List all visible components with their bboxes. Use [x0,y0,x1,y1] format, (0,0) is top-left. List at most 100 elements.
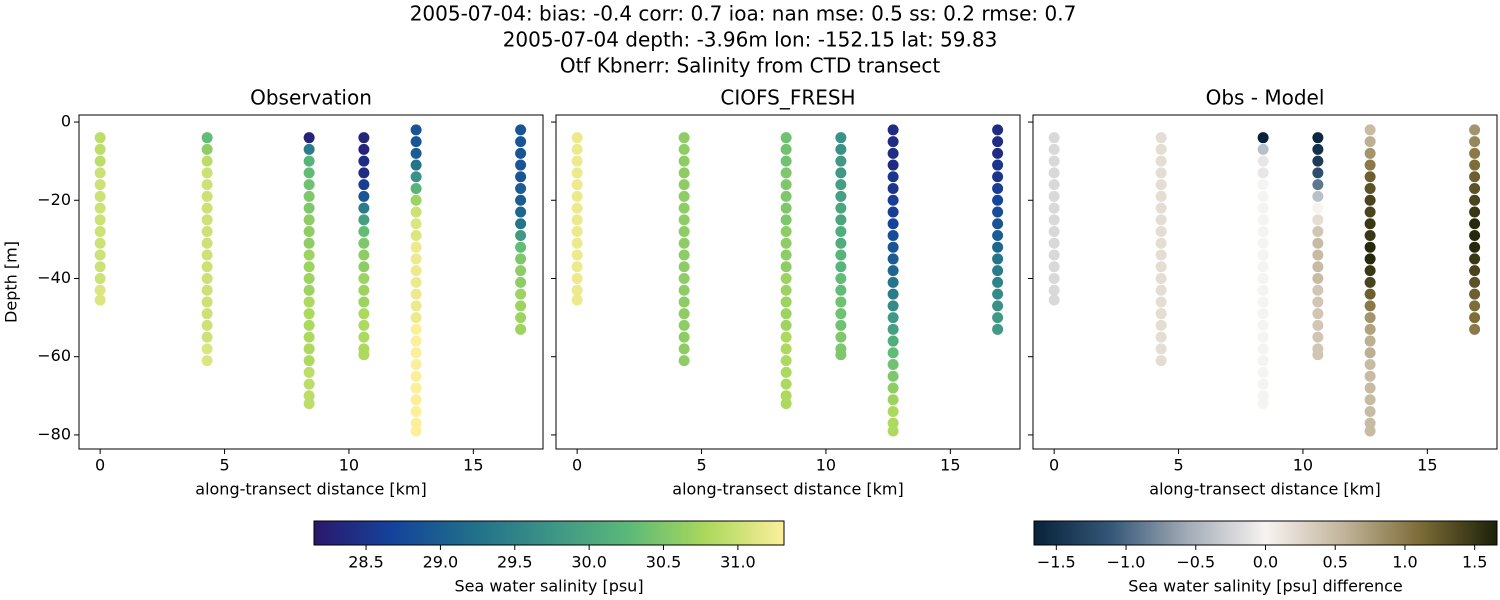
points [94,124,527,437]
x-axis-label: along-transect distance [km] [1149,480,1380,499]
y-tick-label: −60 [37,346,71,365]
point [303,167,315,179]
point [94,237,106,249]
point [1364,288,1376,300]
point [571,261,583,273]
point [887,253,899,265]
point [303,179,315,191]
point [780,331,792,343]
point [410,136,422,148]
point [780,190,792,202]
point [1469,147,1481,159]
point [515,276,527,288]
point [1155,143,1167,155]
point [835,296,847,308]
point [780,308,792,320]
point [410,425,422,437]
point [887,276,899,288]
point [1048,272,1060,284]
panel-title: Obs - Model [1206,86,1325,110]
point [571,272,583,284]
point [887,194,899,206]
point [992,147,1004,159]
y-tick-label: −20 [37,190,71,209]
point [887,206,899,218]
colorbar-label: Sea water salinity [psu] [454,577,643,596]
point [1048,237,1060,249]
point [992,206,1004,218]
point [1048,167,1060,179]
point [678,284,690,296]
point [201,167,213,179]
point [358,190,370,202]
point [1155,331,1167,343]
point [887,394,899,406]
point [1155,190,1167,202]
point [1469,159,1481,171]
point [303,296,315,308]
panel-title: CIOFS_FRESH [720,86,855,110]
point [678,319,690,331]
colorbar-tick-label: −1.0 [1107,553,1146,572]
point [1155,272,1167,284]
title-line: Otf Kbnerr: Salinity from CTD transect [560,54,941,78]
point [780,366,792,378]
point [303,132,315,144]
point [571,155,583,167]
point [1257,319,1269,331]
point [571,179,583,191]
point [571,284,583,296]
point [678,202,690,214]
x-tick-label: 10 [816,456,836,475]
point [1469,229,1481,241]
point [1469,124,1481,136]
point [410,265,422,277]
point [1469,206,1481,218]
point [1364,300,1376,312]
point [1257,343,1269,355]
point [1469,300,1481,312]
point [1048,249,1060,261]
point [1469,276,1481,288]
point [835,261,847,273]
point [992,288,1004,300]
point [410,335,422,347]
point [303,249,315,261]
point [780,284,792,296]
point [94,143,106,155]
point [94,167,106,179]
point [515,265,527,277]
point [1364,124,1376,136]
point [1155,202,1167,214]
x-tick-label: 5 [219,456,229,475]
point [678,355,690,367]
point [515,241,527,253]
point [201,132,213,144]
colorbar-tick-label: 31.0 [720,553,756,572]
point [887,183,899,195]
point [1364,347,1376,359]
point [515,218,527,230]
point [201,155,213,167]
point [1364,359,1376,371]
point [201,319,213,331]
colorbar-tick-label: 0.5 [1323,553,1348,572]
point [515,288,527,300]
point [410,241,422,253]
colorbar-tick-label: 0.0 [1253,553,1278,572]
point [410,171,422,183]
point [992,218,1004,230]
point [201,190,213,202]
colorbar-tick-label: 28.5 [348,553,384,572]
point [1469,136,1481,148]
title-line: 2005-07-04 depth: -3.96m lon: -152.15 la… [503,28,998,52]
point [1364,159,1376,171]
point [678,143,690,155]
point [835,319,847,331]
point [835,179,847,191]
point [1312,249,1324,261]
point [94,272,106,284]
point [1364,265,1376,277]
point [835,272,847,284]
point [1257,284,1269,296]
